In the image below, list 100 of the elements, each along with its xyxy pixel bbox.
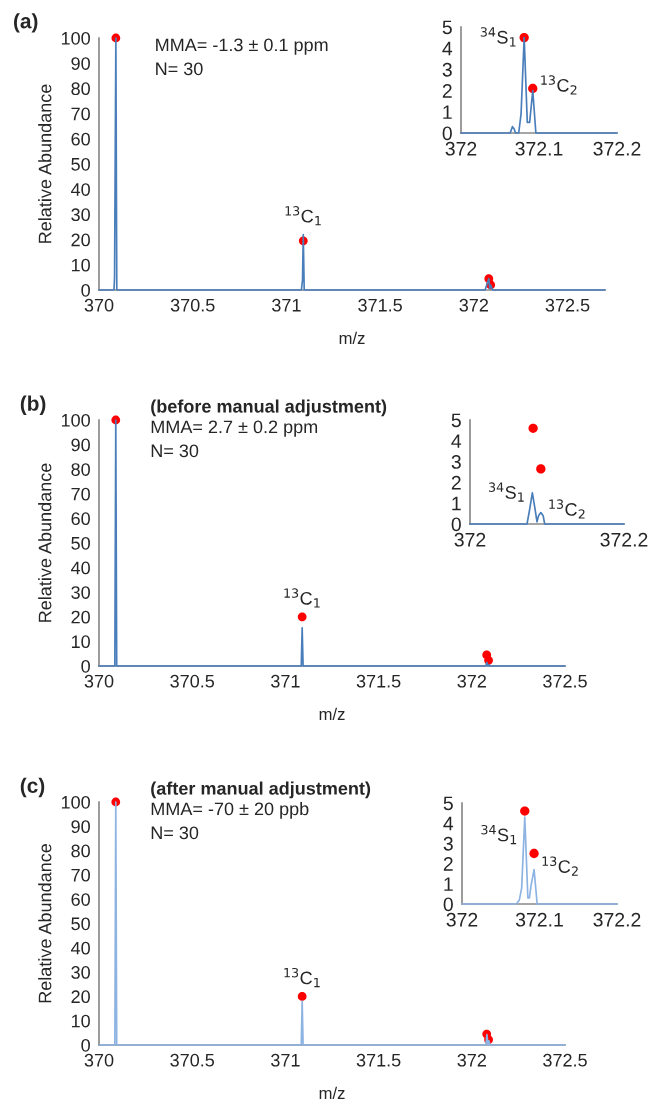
y-tick-label: 10 <box>71 1014 90 1028</box>
x-tick-label: 371.5 <box>356 1053 401 1067</box>
x-tick-label: 370 <box>84 298 114 312</box>
annotation: $^{13}$C$_{1}$ <box>284 967 320 988</box>
y-tick-label: 60 <box>71 132 90 146</box>
x-tick-label: 372.5 <box>543 1053 587 1067</box>
y-tick-label: 100 <box>61 795 90 809</box>
y-tick-label: 2 <box>442 84 452 98</box>
y-tick-label: 40 <box>71 561 90 575</box>
annotation: N= 30 <box>151 444 199 458</box>
y-tick-label: 30 <box>71 586 90 599</box>
y-tick-label: 1 <box>443 105 452 119</box>
y-tick-label: 80 <box>71 844 90 858</box>
y-axis-title: Relative Abundance <box>38 843 52 1003</box>
x-tick-label: 371 <box>271 1053 300 1067</box>
x-tick-label: 371 <box>272 298 301 312</box>
y-tick-label: 3 <box>451 455 461 469</box>
y-tick-label: 70 <box>71 868 90 882</box>
y-tick-label: 50 <box>71 157 90 171</box>
x-axis-title: m/z <box>319 707 345 721</box>
annotation: $^{34}$S$_{1}$ <box>480 27 516 47</box>
x-tick-label: 370 <box>84 674 114 688</box>
chart-title: (before manual adjustment) <box>151 399 387 417</box>
y-tick-label: 4 <box>443 816 454 831</box>
y-tick-label: 90 <box>71 820 90 834</box>
y-tick-label: 40 <box>71 183 90 196</box>
x-tick-label: 372.2 <box>593 912 641 927</box>
y-tick-label: 80 <box>71 82 90 96</box>
y-axis-title: Relative Abundance <box>38 463 52 622</box>
text: (c) <box>20 777 45 798</box>
y-tick-label: 5 <box>451 413 461 428</box>
y-tick-label: 0 <box>81 1038 90 1052</box>
x-tick-label: 372 <box>446 912 478 927</box>
y-tick-label: 0 <box>451 517 461 532</box>
y-tick-label: 3 <box>442 62 452 77</box>
annotation: $^{34}$S$_{1}$ <box>481 824 517 845</box>
y-tick-label: 5 <box>442 20 452 35</box>
x-tick-label: 372 <box>445 141 477 156</box>
y-tick-label: 0 <box>442 126 452 141</box>
y-tick-label: 0 <box>443 897 453 912</box>
annotation: $^{13}$C$_{2}$ <box>542 856 578 876</box>
y-tick-label: 20 <box>71 610 90 624</box>
x-tick-label: 372 <box>457 1053 486 1067</box>
x-tick-label: 371.5 <box>356 674 401 688</box>
y-tick-label: 2 <box>451 475 461 490</box>
y-tick-label: 30 <box>71 966 90 979</box>
y-tick-label: 10 <box>71 258 90 272</box>
y-tick-label: 60 <box>71 893 90 906</box>
y-tick-label: 1 <box>452 496 461 511</box>
x-axis-title: m/z <box>339 331 365 345</box>
annotation: MMA= 2.7 ± 0.2 ppm <box>151 420 318 437</box>
annotation: N= 30 <box>151 826 199 840</box>
text: (b) <box>20 395 46 415</box>
annotation: $^{13}$C$_{1}$ <box>284 588 320 608</box>
y-tick-label: 90 <box>71 57 90 70</box>
y-tick-label: 50 <box>71 917 90 931</box>
y-tick-label: 1 <box>444 877 453 891</box>
y-tick-label: 5 <box>443 796 453 811</box>
x-tick-label: 372 <box>454 532 486 547</box>
x-tick-label: 371.5 <box>358 298 402 312</box>
y-tick-label: 30 <box>71 208 90 222</box>
y-tick-label: 100 <box>61 413 90 427</box>
x-tick-label: 370 <box>84 1053 114 1067</box>
y-tick-label: 70 <box>71 107 90 121</box>
x-tick-label: 370.5 <box>170 298 215 312</box>
x-tick-label: 370.5 <box>170 1053 215 1067</box>
x-tick-label: 371 <box>271 674 300 688</box>
text: (a) <box>14 13 38 33</box>
annotation: $^{13}$C$_{2}$ <box>541 75 577 95</box>
y-tick-label: 100 <box>61 31 90 45</box>
y-tick-label: 10 <box>71 635 90 649</box>
y-tick-label: 60 <box>71 512 90 526</box>
y-tick-label: 4 <box>451 434 462 448</box>
annotation: $^{13}$C$_{1}$ <box>285 206 321 226</box>
y-tick-label: 3 <box>443 836 453 851</box>
x-axis-title: m/z <box>319 1086 345 1100</box>
point <box>297 612 307 622</box>
annotation: MMA= -1.3 ± 0.1 ppm <box>156 38 328 55</box>
x-tick-label: 372.1 <box>515 912 563 927</box>
x-tick-label: 372.2 <box>593 141 641 156</box>
x-tick-label: 372 <box>457 674 486 688</box>
y-tick-label: 0 <box>81 659 90 673</box>
x-tick-label: 372.5 <box>543 674 587 688</box>
x-tick-label: 372 <box>459 298 488 312</box>
y-tick-label: 70 <box>71 487 90 501</box>
chart-title: (after manual adjustment) <box>151 781 371 799</box>
x-tick-label: 372.1 <box>515 141 563 156</box>
annotation: N= 30 <box>156 62 203 76</box>
y-tick-label: 20 <box>71 233 90 247</box>
annotation: $^{13}$C$_{2}$ <box>549 499 585 519</box>
y-axis-title: Relative Abundance <box>38 84 52 243</box>
x-tick-label: 372.2 <box>600 532 648 547</box>
point <box>297 992 307 1001</box>
y-tick-label: 80 <box>71 463 90 476</box>
y-tick-label: 40 <box>71 941 90 955</box>
y-tick-label: 2 <box>443 857 453 871</box>
y-tick-label: 0 <box>81 283 90 297</box>
y-tick-label: 4 <box>442 41 453 56</box>
x-tick-label: 370.5 <box>170 674 215 688</box>
y-tick-label: 90 <box>71 438 90 452</box>
